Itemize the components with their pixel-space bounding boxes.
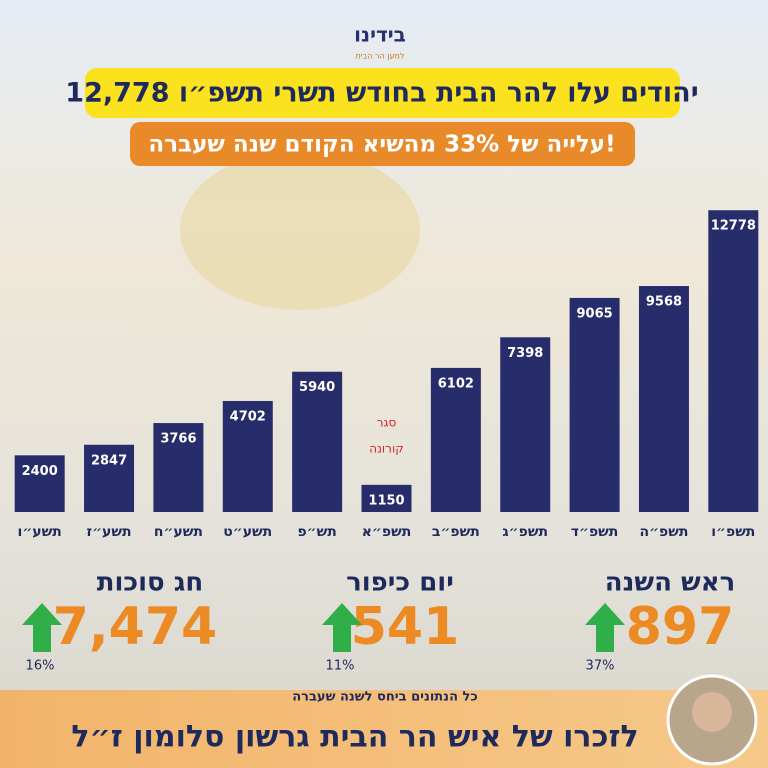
value-label: 2400 <box>22 464 58 479</box>
bar <box>708 210 759 512</box>
value-label: 7398 <box>507 346 543 361</box>
arrow-up <box>322 603 362 652</box>
memorial-text: לזכרו של איש הר הבית גרשון סלומון ז״ל <box>71 720 638 755</box>
value-label: 2847 <box>91 453 127 468</box>
stat-change: 16% <box>26 659 55 674</box>
value-label: 4702 <box>230 409 266 424</box>
stat-change: 37% <box>586 659 615 674</box>
bar <box>638 286 689 512</box>
value-label: 9065 <box>576 306 612 321</box>
bar <box>292 371 343 512</box>
x-tick-label: תשע״ח <box>154 524 203 540</box>
x-tick-label: תשע״ט <box>223 524 272 540</box>
x-tick-label: תשע״ו <box>18 524 62 540</box>
bar <box>361 484 412 512</box>
bar <box>500 337 551 512</box>
logo-name: בידינו <box>354 23 406 47</box>
stat-change: 11% <box>326 659 355 674</box>
bar <box>14 455 65 512</box>
value-label: 5940 <box>299 380 335 395</box>
value-label: 6102 <box>438 376 474 391</box>
plot: תשע״ו 2400 תשע״ז 2847 תשע״ח 3766 תשע״ט 4702 תש״פ… <box>14 210 759 540</box>
x-tick-label: תשפ״א <box>362 524 412 540</box>
footnote: כל הנתונים ביחס לשנה שעברה <box>292 690 478 705</box>
stat-value: 897 <box>626 597 735 657</box>
annotation: קורונה <box>369 441 403 455</box>
portrait-face <box>692 692 732 732</box>
stat-value: 7,474 <box>53 597 217 657</box>
annotation: סגר <box>377 415 397 429</box>
stat-value: 541 <box>351 597 460 657</box>
x-tick-label: תשפ״ד <box>571 524 619 540</box>
arrow-up <box>585 603 625 652</box>
memorial-band <box>0 690 768 768</box>
chart-subtitle: עלייה של 33% מהשיא הקודם שנה שעברה! <box>148 132 615 158</box>
subtitle-box <box>130 122 635 166</box>
stat-title: חג סוכות <box>97 568 204 598</box>
value-label: 3766 <box>160 432 196 447</box>
chart-title: 12,778 יהודים עלו להר הבית בחודש תשרי תש… <box>65 78 698 109</box>
stat-title: יום כיפור <box>346 568 454 598</box>
title-box <box>85 68 680 118</box>
bar <box>153 423 204 512</box>
stat-title: ראש השנה <box>605 568 736 598</box>
logo-tagline: למען הר הבית <box>356 52 405 61</box>
x-tick-label: תשפ״ו <box>711 524 755 540</box>
arrow-up <box>22 603 62 652</box>
value-label: 9568 <box>646 295 682 310</box>
x-tick-label: תש״פ <box>297 524 336 540</box>
value-label: 1150 <box>368 493 404 508</box>
dome <box>180 150 420 310</box>
bar <box>222 400 273 512</box>
bar <box>84 444 135 512</box>
bar <box>569 297 620 512</box>
bar <box>430 367 481 512</box>
x-tick-label: תשע״ז <box>87 524 132 540</box>
x-tick-label: תשפ״ה <box>639 524 688 540</box>
x-tick-label: תשפ״ג <box>502 524 548 540</box>
x-tick-label: תשפ״ב <box>432 524 480 540</box>
value-label: 12778 <box>711 219 756 234</box>
